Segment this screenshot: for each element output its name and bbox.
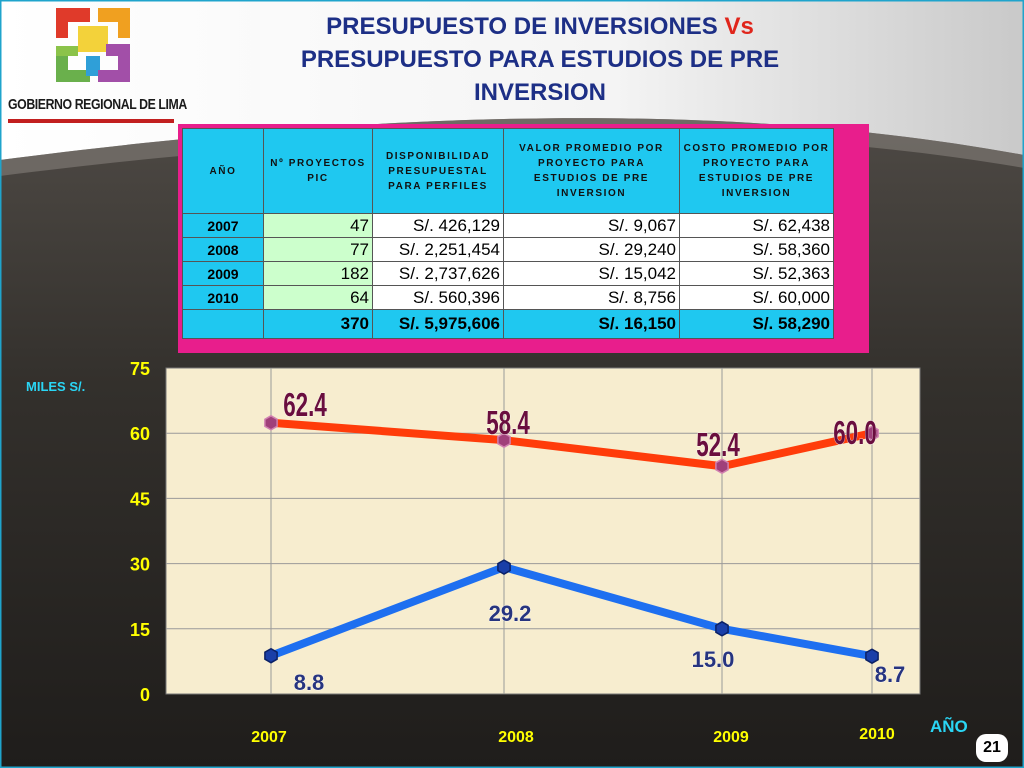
cell-availability: S/. 2,251,454	[372, 237, 504, 262]
logo-underline	[8, 119, 174, 123]
cell-total-projects: 370	[263, 309, 373, 339]
cell-year: 2007	[182, 213, 264, 238]
cell-avg-value: S/. 8,756	[503, 285, 680, 310]
cell-projects: 47	[263, 213, 373, 238]
cell-availability: S/. 426,129	[372, 213, 504, 238]
cell-year: 2009	[182, 261, 264, 286]
cell-total-label	[182, 309, 264, 339]
cell-projects: 182	[263, 261, 373, 286]
x-tick-label: 2008	[498, 729, 534, 746]
logo	[56, 8, 130, 82]
table-total-row: 370 S/. 5,975,606 S/. 16,150 S/. 58,290	[182, 309, 834, 339]
logo-text: GOBIERNO REGIONAL DE LIMA	[8, 96, 187, 113]
cell-avg-cost: S/. 52,363	[679, 261, 834, 286]
page-title: PRESUPUESTO DE INVERSIONES Vs PRESUPUEST…	[240, 10, 840, 109]
data-label: 52.4	[696, 427, 740, 465]
header-availability: DISPONIBILIDAD PRESUPUESTAL PARA PERFILE…	[372, 128, 504, 214]
y-tick-label: 45	[130, 489, 150, 509]
data-label: 58.4	[486, 405, 530, 443]
cell-projects: 77	[263, 237, 373, 262]
cell-total-avg-value: S/. 16,150	[503, 309, 680, 339]
title-line-2: PRESUPUESTO PARA ESTUDIOS DE PRE	[300, 46, 780, 73]
x-axis-label: AÑO	[930, 716, 968, 736]
header-year: AÑO	[182, 128, 264, 214]
title-line-3: INVERSION	[473, 79, 607, 106]
data-label: 60.0	[833, 415, 877, 453]
header-avg-value: VALOR PROMEDIO POR PROYECTO PARA ESTUDIO…	[503, 128, 680, 214]
data-table-frame: AÑO Nº PROYECTOS PIC DISPONIBILIDAD PRES…	[178, 124, 869, 353]
data-label: 8.8	[294, 670, 325, 695]
table-row: 2007 47 S/. 426,129 S/. 9,067 S/. 62,438	[182, 213, 834, 238]
table-row: 2010 64 S/. 560,396 S/. 8,756 S/. 60,000	[182, 285, 834, 310]
page-number: 21	[976, 734, 1008, 762]
data-point	[264, 414, 278, 431]
x-tick-label: 2009	[713, 729, 749, 746]
cell-year: 2008	[182, 237, 264, 262]
header-projects: Nº PROYECTOS PIC	[263, 128, 373, 214]
table-row: 2009 182 S/. 2,737,626 S/. 15,042 S/. 52…	[182, 261, 834, 286]
y-tick-label: 30	[130, 555, 150, 575]
data-point	[497, 559, 511, 575]
cell-total-avg-cost: S/. 58,290	[679, 309, 834, 339]
data-point	[264, 647, 278, 664]
y-tick-label: 15	[130, 620, 150, 640]
cell-avg-value: S/. 9,067	[503, 213, 680, 238]
cell-avg-cost: S/. 58,360	[679, 237, 834, 262]
data-label: 62.4	[283, 387, 327, 425]
series-line-1	[269, 563, 873, 661]
header-avg-cost: COSTO PROMEDIO POR PROYECTO PARA ESTUDIO…	[679, 128, 834, 214]
table-header-row: AÑO Nº PROYECTOS PIC DISPONIBILIDAD PRES…	[182, 128, 834, 214]
cell-year: 2010	[182, 285, 264, 310]
y-tick-label: 0	[140, 685, 150, 705]
y-axis-label: MILES S/.	[26, 379, 85, 394]
cell-avg-value: S/. 15,042	[503, 261, 680, 286]
cell-availability: S/. 2,737,626	[372, 261, 504, 286]
cell-availability: S/. 560,396	[372, 285, 504, 310]
data-point	[715, 458, 729, 475]
cell-avg-value: S/. 29,240	[503, 237, 680, 262]
y-tick-label: 75	[130, 360, 150, 379]
y-tick-label: 60	[130, 424, 150, 444]
cell-projects: 64	[263, 285, 373, 310]
data-point	[865, 648, 879, 665]
data-label: 15.0	[692, 647, 735, 672]
data-point	[497, 432, 511, 449]
data-table: AÑO Nº PROYECTOS PIC DISPONIBILIDAD PRES…	[182, 128, 834, 339]
cell-avg-cost: S/. 62,438	[679, 213, 834, 238]
data-point	[865, 425, 879, 442]
line-chart: 0 15 30 45 60 75 2007 2008 2009 2010 MILES S/. AÑO 6…	[26, 360, 968, 746]
x-tick-label: 2007	[251, 729, 287, 746]
table-row: 2008 77 S/. 2,251,454 S/. 29,240 S/. 58,…	[182, 237, 834, 262]
data-label: 29.2	[489, 601, 532, 626]
series-line-0	[270, 418, 873, 471]
cell-total-availability: S/. 5,975,606	[372, 309, 504, 339]
x-tick-label: 2010	[859, 726, 895, 743]
title-line-1: PRESUPUESTO DE INVERSIONES	[326, 13, 718, 40]
data-point	[715, 620, 729, 637]
cell-avg-cost: S/. 60,000	[679, 285, 834, 310]
title-vs: Vs	[724, 13, 754, 40]
data-label: 8.7	[875, 662, 906, 687]
